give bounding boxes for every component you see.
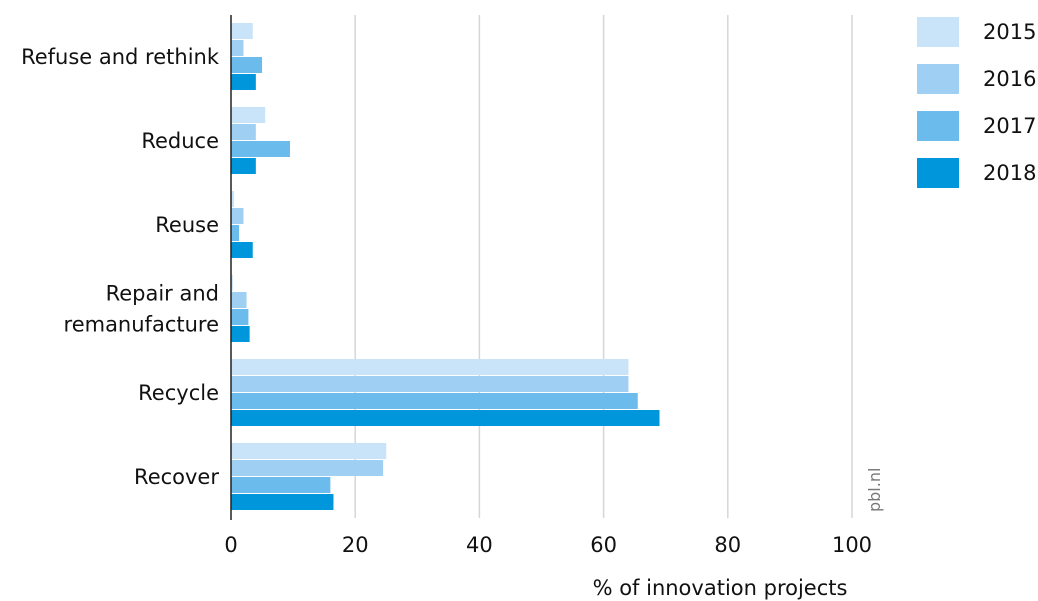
x-tick-label: 100: [832, 533, 872, 557]
bar-2018-2: [231, 242, 253, 258]
category-label: remanufacture: [64, 313, 219, 337]
x-tick-label: 60: [590, 533, 617, 557]
legend-swatch-2018: [917, 158, 959, 188]
category-labels: Refuse and rethink Reduce Reuse Repair and r…: [21, 45, 220, 489]
category-label: Reduce: [141, 129, 219, 153]
bar-2016-3: [231, 292, 247, 308]
bar-2016-1: [231, 124, 256, 140]
legend-label-2015: 2015: [983, 20, 1036, 44]
bar-2015-0: [231, 23, 253, 39]
category-label: Recover: [134, 465, 219, 489]
bar-2016-0: [231, 40, 244, 56]
source-label: pbl.nl: [865, 468, 884, 512]
bar-2018-1: [231, 158, 256, 174]
gridlines: [354, 15, 853, 518]
bar-2017-5: [231, 477, 331, 493]
legend-swatch-2017: [917, 111, 959, 141]
bar-2015-3: [231, 275, 233, 291]
bar-2015-4: [231, 359, 629, 375]
bar-2018-5: [231, 494, 334, 510]
category-label: Recycle: [138, 381, 219, 405]
legend-swatch-2016: [917, 64, 959, 94]
bar-2015-1: [231, 107, 266, 123]
bar-2016-4: [231, 376, 629, 392]
bar-2018-4: [231, 410, 660, 426]
category-label: Reuse: [155, 213, 219, 237]
bar-2017-1: [231, 141, 290, 157]
x-tick-label: 0: [224, 533, 237, 557]
x-tick-label: 40: [466, 533, 493, 557]
bar-2017-2: [231, 225, 240, 241]
legend-label-2018: 2018: [983, 161, 1036, 185]
bar-2017-3: [231, 309, 249, 325]
bar-2017-0: [231, 57, 263, 73]
category-label: Refuse and rethink: [21, 45, 220, 69]
bar-2016-2: [231, 208, 244, 224]
legend-label-2017: 2017: [983, 114, 1036, 138]
bars: [231, 23, 660, 510]
legend-swatch-2015: [917, 17, 959, 47]
x-axis-title: % of innovation projects: [593, 576, 848, 600]
bar-2018-0: [231, 74, 256, 90]
x-tick-label: 80: [714, 533, 741, 557]
legend: 2015 2016 2017 2018: [917, 17, 1036, 188]
x-tick-labels: 0 20 40 60 80 100: [224, 533, 872, 557]
bar-2016-5: [231, 460, 384, 476]
bar-2018-3: [231, 326, 250, 342]
category-label: Repair and: [106, 282, 219, 306]
legend-label-2016: 2016: [983, 67, 1036, 91]
x-tick-label: 20: [342, 533, 369, 557]
bar-2017-4: [231, 393, 638, 409]
bar-2015-5: [231, 443, 387, 459]
bar-2015-2: [231, 191, 235, 207]
